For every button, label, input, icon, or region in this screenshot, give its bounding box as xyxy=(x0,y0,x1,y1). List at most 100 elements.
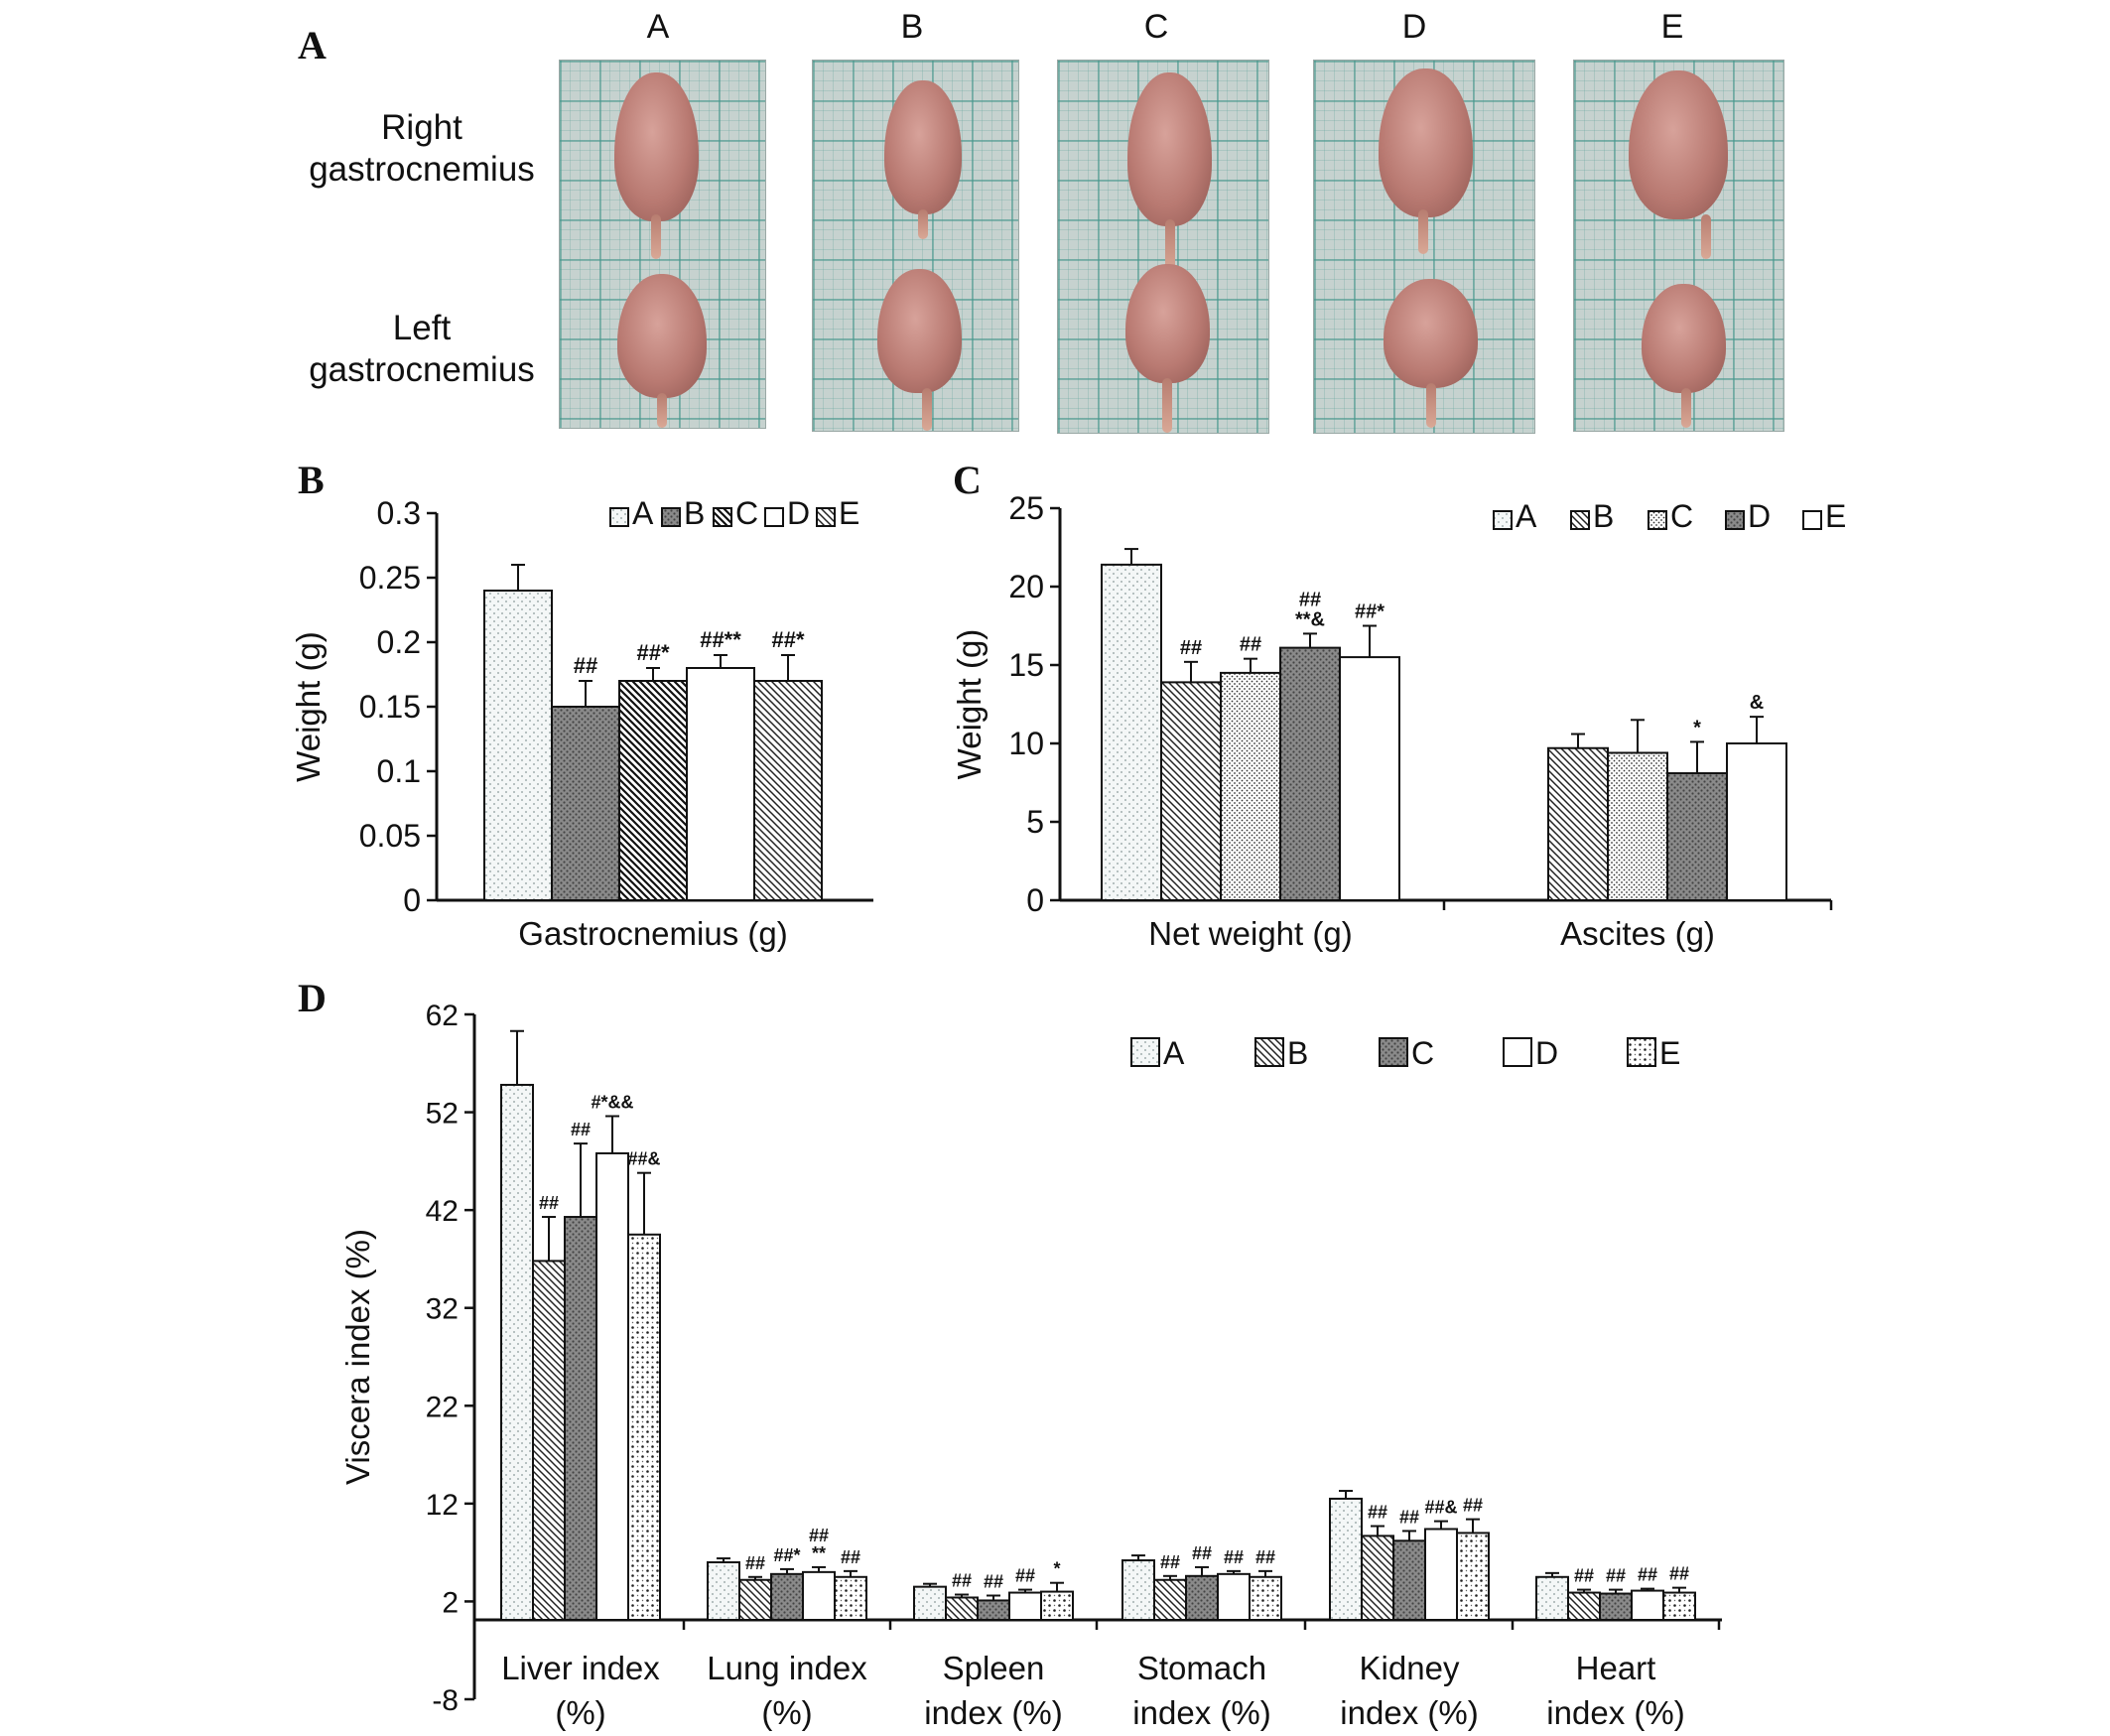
bar-e-1 xyxy=(834,1575,867,1622)
legend-swatch-d xyxy=(1725,510,1745,530)
legend-label-d: D xyxy=(1535,1035,1558,1071)
legend-swatch-a xyxy=(609,507,629,527)
significance-label: ##* xyxy=(1355,601,1385,623)
x-category-label: Lung index xyxy=(707,1650,867,1686)
row-label-left-line2: gastrocnemius xyxy=(309,350,535,389)
legend-swatch-c xyxy=(1379,1037,1408,1067)
y-tick-label: 0.05 xyxy=(359,818,421,854)
x-category-label: Net weight (g) xyxy=(1148,915,1352,952)
significance-label: ## xyxy=(1463,1496,1483,1516)
photo-column-label-b: B xyxy=(900,8,924,46)
bar-b-0 xyxy=(532,1260,566,1622)
significance-label: ## xyxy=(841,1547,860,1567)
bar-d-1 xyxy=(802,1570,836,1622)
left-tendon-c xyxy=(1162,378,1172,433)
bar-e-2 xyxy=(1040,1590,1074,1621)
legend-label-c: C xyxy=(735,495,758,531)
chart-b-group: 0 0.05 0.1 0.15 0.2 0.25 0.3 Weight (g) ## ##* ##*… xyxy=(290,495,873,952)
row-label-left-line1: Left xyxy=(392,309,452,347)
left-tendon-d xyxy=(1426,383,1436,428)
y-tick-label: 0.25 xyxy=(359,560,421,596)
bar-c-0 xyxy=(618,680,688,901)
photo-group-b xyxy=(812,60,1019,432)
bar-b-0 xyxy=(1160,681,1222,901)
x-category-label: Gastrocnemius (g) xyxy=(518,915,787,952)
bar-b-0 xyxy=(551,706,620,901)
photo-group-a xyxy=(559,60,766,429)
right-tendon-c xyxy=(1165,219,1175,274)
right-tendon-e xyxy=(1701,214,1711,259)
significance-label: ##* xyxy=(771,627,804,652)
bar-e-3 xyxy=(1249,1575,1282,1622)
legend-swatch-b xyxy=(1254,1037,1284,1067)
y-tick-label: 10 xyxy=(1008,726,1044,761)
legend-swatch-e xyxy=(1802,510,1822,530)
x-category-label: index (%) xyxy=(924,1694,1062,1731)
bar-a-4 xyxy=(1329,1497,1363,1622)
legend-swatch-d xyxy=(764,507,784,527)
legend-label-a: A xyxy=(1163,1035,1185,1071)
x-category-label: index (%) xyxy=(1546,1694,1684,1731)
bar-c-2 xyxy=(977,1599,1010,1622)
left-muscle-b xyxy=(877,269,962,393)
panel-letter-a: A xyxy=(298,23,327,67)
photo-group-d xyxy=(1313,60,1535,434)
y-tick-label: 5 xyxy=(1026,804,1044,840)
row-label-right-line2: gastrocnemius xyxy=(309,150,535,189)
y-tick-label: 42 xyxy=(426,1195,459,1228)
legend-label-d: D xyxy=(1748,498,1771,534)
row-label-left: Left gastrocnemius xyxy=(278,308,566,391)
legend-swatch-e xyxy=(1627,1037,1656,1067)
x-category-label: Kidney xyxy=(1360,1650,1460,1686)
bar-a-5 xyxy=(1535,1575,1569,1622)
right-muscle-e xyxy=(1629,70,1728,219)
bar-d-5 xyxy=(1631,1589,1664,1621)
bar-b-4 xyxy=(1361,1535,1394,1622)
legend-label-a: A xyxy=(632,495,654,531)
x-category-label: index (%) xyxy=(1340,1694,1478,1731)
significance-label: ## xyxy=(1160,1552,1180,1572)
significance-label: * xyxy=(1693,717,1701,738)
y-tick-label: 0.1 xyxy=(377,753,421,789)
legend-swatch-c xyxy=(713,507,732,527)
photo-group-c xyxy=(1057,60,1269,434)
bar-d-0 xyxy=(1279,646,1341,901)
x-category-label: (%) xyxy=(555,1694,605,1731)
bar-b-2 xyxy=(945,1596,979,1622)
y-tick-label: 25 xyxy=(1008,490,1044,526)
y-tick-label: 62 xyxy=(426,1000,459,1032)
panel-letter-b: B xyxy=(298,458,325,502)
legend-label-c: C xyxy=(1411,1035,1434,1071)
photo-column-label-a: A xyxy=(646,8,670,46)
y-tick-label: 0 xyxy=(403,882,421,918)
right-muscle-c xyxy=(1127,72,1212,226)
bar-c-1 xyxy=(1607,751,1668,901)
legend-label-b: B xyxy=(1593,498,1614,534)
right-tendon-d xyxy=(1418,209,1428,254)
left-muscle-e xyxy=(1642,284,1726,393)
bar-a-1 xyxy=(707,1561,740,1621)
significance-label: **& xyxy=(1295,608,1325,630)
bar-c-1 xyxy=(770,1572,804,1622)
y-tick-label: 32 xyxy=(426,1293,459,1326)
legend-label-c: C xyxy=(1670,498,1693,534)
y-tick-label: 0.15 xyxy=(359,689,421,725)
bar-a-0 xyxy=(500,1083,534,1621)
bar-e-5 xyxy=(1662,1591,1696,1621)
legend-swatch-a xyxy=(1493,510,1513,530)
significance-label: ## xyxy=(1224,1547,1244,1567)
bar-e-1 xyxy=(1726,742,1787,901)
significance-label: ## xyxy=(952,1571,972,1591)
left-muscle-d xyxy=(1384,279,1478,388)
x-category-label: Liver index xyxy=(501,1650,660,1686)
significance-label: ## xyxy=(809,1526,829,1545)
bar-e-0 xyxy=(753,680,823,901)
bar-e-0 xyxy=(1339,656,1400,901)
legend-label-e: E xyxy=(839,495,859,531)
y-axis-label: Viscera index (%) xyxy=(339,1229,376,1485)
left-tendon-a xyxy=(657,393,667,428)
bar-a-0 xyxy=(1101,563,1162,901)
